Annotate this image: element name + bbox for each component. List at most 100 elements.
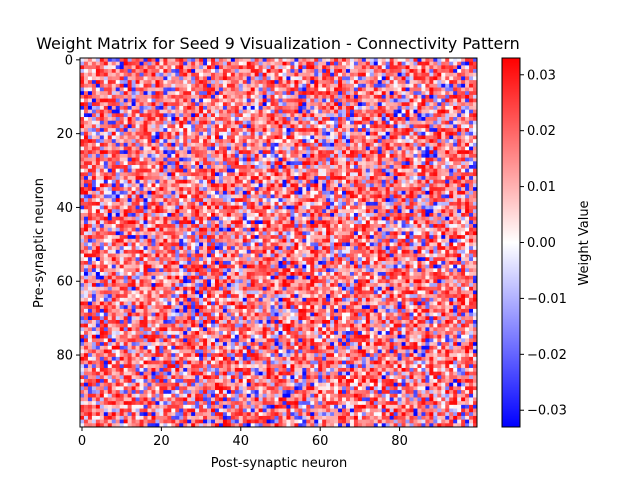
heatmap-cell <box>147 165 152 170</box>
heatmap-cell <box>334 105 339 111</box>
heatmap-cell <box>457 61 462 66</box>
heatmap-cell <box>338 65 343 70</box>
heatmap-cell <box>401 172 406 177</box>
heatmap-cell <box>250 165 256 170</box>
heatmap-cell <box>393 61 398 66</box>
heatmap-cell <box>230 131 236 136</box>
heatmap-cell <box>322 231 327 236</box>
heatmap-cell <box>103 227 109 232</box>
heatmap-cell <box>397 224 402 229</box>
heatmap-cell <box>361 65 367 70</box>
heatmap-cell <box>433 135 438 140</box>
heatmap-cell <box>306 139 311 144</box>
heatmap-cell <box>91 183 97 188</box>
heatmap-cell <box>258 65 263 70</box>
heatmap-cell <box>131 187 136 192</box>
heatmap-cell <box>135 198 140 203</box>
heatmap-cell <box>187 105 192 111</box>
heatmap-cell <box>278 231 283 236</box>
heatmap-cell <box>222 58 228 63</box>
heatmap-cell <box>111 131 117 136</box>
heatmap-cell <box>357 113 363 118</box>
heatmap-cell <box>357 58 363 63</box>
heatmap-cell <box>349 183 355 188</box>
heatmap-cell <box>179 224 184 229</box>
heatmap-cell <box>369 105 375 111</box>
heatmap-cell <box>143 69 148 74</box>
heatmap-cell <box>310 128 315 133</box>
heatmap-cell <box>429 190 434 195</box>
heatmap-cell <box>238 201 244 206</box>
heatmap-cell <box>159 157 164 162</box>
heatmap-cell <box>111 176 117 181</box>
heatmap-cell <box>278 94 283 99</box>
heatmap-cell <box>103 105 109 111</box>
heatmap-cell <box>183 183 188 188</box>
heatmap-cell <box>83 216 89 221</box>
heatmap-cell <box>147 87 152 92</box>
heatmap-cell <box>270 176 275 181</box>
heatmap-cell <box>187 131 192 136</box>
heatmap-cell <box>330 150 335 155</box>
heatmap-cell <box>163 209 168 214</box>
heatmap-cell <box>310 212 315 218</box>
heatmap-cell <box>345 142 351 147</box>
heatmap-cell <box>334 150 339 155</box>
heatmap-cell <box>127 168 132 173</box>
heatmap-cell <box>226 150 232 155</box>
heatmap-cell <box>274 109 279 114</box>
heatmap-cell <box>465 201 470 206</box>
heatmap-cell <box>310 205 315 210</box>
heatmap-cell <box>214 150 220 155</box>
heatmap-cell <box>258 157 263 162</box>
heatmap-cell <box>115 113 121 118</box>
heatmap-cell <box>143 128 148 133</box>
heatmap-cell <box>211 146 216 151</box>
heatmap-cell <box>373 124 379 129</box>
heatmap-cell <box>175 176 180 181</box>
heatmap-cell <box>119 220 125 225</box>
heatmap-cell <box>135 102 140 107</box>
heatmap-cell <box>214 224 220 229</box>
heatmap-cell <box>115 69 121 74</box>
heatmap-cell <box>417 98 422 103</box>
heatmap-cell <box>115 238 121 243</box>
heatmap-cell <box>445 227 450 232</box>
heatmap-cell <box>139 58 144 63</box>
heatmap-cell <box>87 120 93 125</box>
heatmap-cell <box>345 198 351 203</box>
heatmap-cell <box>131 105 136 111</box>
heatmap-cell <box>135 72 140 77</box>
heatmap-cell <box>238 98 244 103</box>
heatmap-cell <box>461 161 466 166</box>
heatmap-cell <box>282 80 287 85</box>
heatmap-cell <box>115 124 121 129</box>
heatmap-cell <box>441 69 446 74</box>
heatmap-cell <box>381 124 387 129</box>
heatmap-cell <box>441 102 446 107</box>
heatmap-cell <box>353 179 359 184</box>
heatmap-cell <box>135 238 140 243</box>
heatmap-cell <box>115 83 121 88</box>
heatmap-cell <box>405 109 410 114</box>
heatmap-cell <box>465 235 470 240</box>
heatmap-cell <box>115 227 121 232</box>
heatmap-cell <box>377 61 383 66</box>
heatmap-cell <box>298 187 303 192</box>
heatmap-cell <box>151 216 156 221</box>
heatmap-cell <box>449 231 454 236</box>
heatmap-cell <box>203 80 208 85</box>
heatmap-cell <box>155 146 160 151</box>
heatmap-cell <box>361 190 367 195</box>
heatmap-cell <box>83 198 89 203</box>
heatmap-cell <box>191 227 196 232</box>
heatmap-cell <box>449 146 454 151</box>
heatmap-cell <box>377 216 383 221</box>
heatmap-cell <box>397 201 402 206</box>
heatmap-cell <box>147 238 152 243</box>
heatmap-cell <box>342 120 347 125</box>
heatmap-cell <box>195 113 200 118</box>
heatmap-cell <box>302 172 307 177</box>
heatmap-cell <box>171 183 176 188</box>
heatmap-cell <box>270 209 275 214</box>
